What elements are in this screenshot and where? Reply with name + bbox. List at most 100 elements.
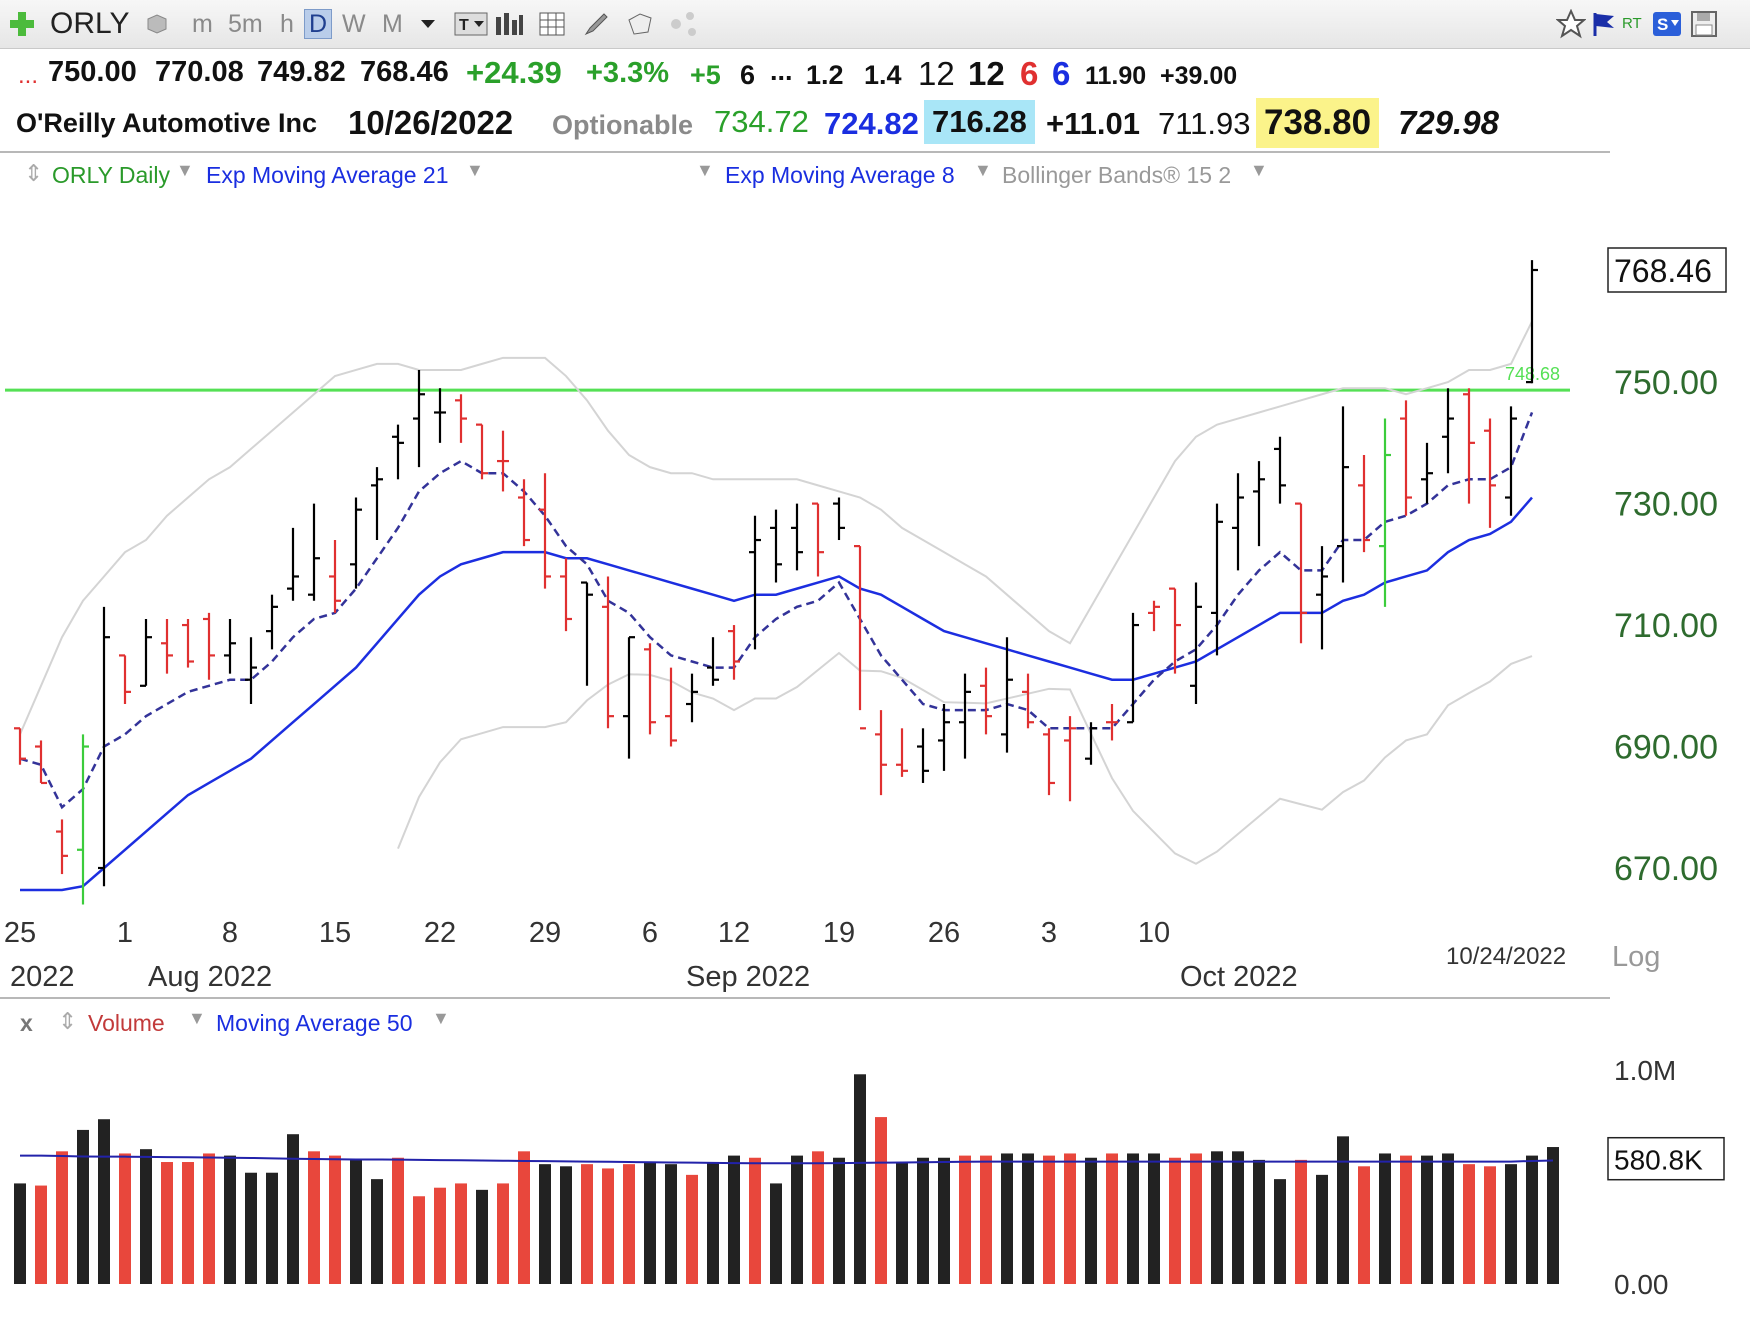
- cube-icon[interactable]: [145, 12, 169, 36]
- ema8-dropdown-left-icon[interactable]: ▼: [696, 160, 714, 180]
- ohlc-bar: [245, 637, 257, 705]
- series-handle-icon[interactable]: ⇕: [24, 160, 44, 186]
- ohlc-bar: [329, 540, 341, 613]
- interval-month[interactable]: M: [382, 10, 403, 38]
- x-day-label: 10: [1138, 917, 1170, 949]
- table-icon[interactable]: [538, 11, 566, 37]
- star-icon[interactable]: [1556, 9, 1586, 39]
- volume-bar: [833, 1157, 845, 1284]
- volume-bar: [1379, 1153, 1391, 1284]
- ema21-dropdown-icon[interactable]: ▼: [466, 160, 484, 180]
- volume-bar: [182, 1162, 194, 1284]
- flag-icon[interactable]: [1592, 10, 1618, 38]
- price-tick-label: 670.00: [1614, 850, 1718, 888]
- save-icon[interactable]: [1690, 10, 1718, 38]
- price-tick-label: 730.00: [1614, 486, 1718, 524]
- volume-bar: [896, 1162, 908, 1284]
- ohlc-bar: [812, 502, 824, 577]
- log-scale-label: Log: [1612, 941, 1660, 973]
- rt-label[interactable]: RT: [1622, 15, 1642, 32]
- ohlc-bar: [539, 473, 551, 589]
- ohlc-bar: [686, 673, 698, 723]
- vol-ma50-label[interactable]: Moving Average 50: [216, 1010, 413, 1036]
- ma-value-7: 729.98: [1398, 104, 1499, 141]
- ohlc-bar: [1232, 473, 1244, 571]
- open-value: 750.00: [48, 56, 137, 88]
- tag-icon[interactable]: [626, 10, 654, 38]
- ohlc-bar: [77, 734, 89, 905]
- interval-w[interactable]: W: [342, 10, 366, 38]
- symbol-input[interactable]: ORLY: [50, 7, 130, 40]
- vol-ma50-dropdown-icon[interactable]: ▼: [432, 1008, 450, 1028]
- ohlc-bar: [1274, 436, 1286, 504]
- last-price-box: [1607, 247, 1727, 293]
- interval-d[interactable]: D: [304, 9, 333, 39]
- network-icon[interactable]: [668, 8, 700, 40]
- svg-text:T: T: [459, 17, 469, 34]
- ema21-label[interactable]: Exp Moving Average 21: [206, 162, 449, 188]
- volume-bar: [1148, 1153, 1160, 1284]
- ohlc-bar: [980, 667, 992, 735]
- volume-bar: [791, 1155, 803, 1284]
- volume-bar: [287, 1134, 299, 1284]
- stat-6: 12: [918, 55, 955, 92]
- volume-bar: [1295, 1159, 1307, 1284]
- volume-dropdown-icon[interactable]: ▼: [188, 1008, 206, 1028]
- bollinger-label[interactable]: Bollinger Bands® 15 2: [1002, 162, 1232, 188]
- chart-type-icon[interactable]: T: [454, 11, 488, 37]
- ma-value-6: 738.80: [1256, 98, 1380, 148]
- volume-bar: [56, 1151, 68, 1284]
- series-name[interactable]: ORLY Daily: [52, 162, 171, 188]
- close-pane-icon[interactable]: x: [20, 1010, 33, 1036]
- volume-bar: [917, 1157, 929, 1284]
- ohlc-bar: [119, 654, 131, 705]
- ohlc-bar: [413, 369, 425, 468]
- ohlc-bar: [1421, 442, 1433, 504]
- series-dropdown-icon[interactable]: ▼: [176, 160, 194, 180]
- add-icon[interactable]: [8, 10, 36, 38]
- volume-handle-icon[interactable]: ⇕: [58, 1008, 78, 1034]
- ohlc-bar: [560, 558, 572, 632]
- volume-bar: [1442, 1153, 1454, 1284]
- volume-bar: [1106, 1153, 1118, 1284]
- ohlc-bar: [1442, 388, 1454, 474]
- ohlc-bar: [1085, 722, 1097, 765]
- volume-tick-label: 0.00: [1614, 1269, 1669, 1300]
- ema8-label[interactable]: Exp Moving Average 8: [725, 162, 955, 188]
- volume-bar: [1484, 1166, 1496, 1284]
- dropdown-icon[interactable]: [420, 18, 436, 30]
- volume-bar: [539, 1164, 551, 1284]
- volume-label[interactable]: Volume: [88, 1010, 165, 1036]
- company-name: O'Reilly Automotive Inc: [16, 108, 317, 138]
- interval-5m[interactable]: 5m: [228, 10, 263, 38]
- x-month-label: Sep 2022: [686, 961, 810, 993]
- stream-icon[interactable]: S: [1652, 11, 1682, 37]
- interval-h[interactable]: h: [280, 10, 294, 38]
- ohlc-bar: [1043, 728, 1055, 796]
- draw-icon[interactable]: [582, 10, 610, 38]
- ma-value-4: +11.01: [1046, 106, 1140, 141]
- volume-bar: [119, 1153, 131, 1284]
- interval-m[interactable]: m: [192, 10, 213, 38]
- volume-bar: [455, 1183, 467, 1284]
- volume-bar: [329, 1155, 341, 1284]
- ohlc-bar: [392, 424, 404, 480]
- ohlc-bar: [98, 606, 110, 887]
- bollinger-dropdown-icon[interactable]: ▼: [1250, 160, 1268, 180]
- current-date-label: 10/24/2022: [1446, 943, 1566, 970]
- volume-bar: [203, 1153, 215, 1284]
- stat-2: 6: [740, 60, 756, 90]
- ohlc-bar: [749, 515, 761, 650]
- ohlc-bar: [833, 497, 845, 541]
- toolbar: ORLY m 5m h D W M T RT S: [0, 0, 1750, 49]
- ma-value-1: 734.72: [714, 104, 809, 139]
- bar-chart-icon[interactable]: [494, 11, 524, 37]
- low-value: 749.82: [257, 56, 346, 88]
- volume-bar: [308, 1151, 320, 1284]
- ohlc-bar: [728, 625, 740, 680]
- x-day-label: 1: [117, 917, 133, 949]
- ema8-dropdown-icon[interactable]: ▼: [974, 160, 992, 180]
- ohlc-bar: [1316, 546, 1328, 650]
- ohlc-bar: [770, 509, 782, 583]
